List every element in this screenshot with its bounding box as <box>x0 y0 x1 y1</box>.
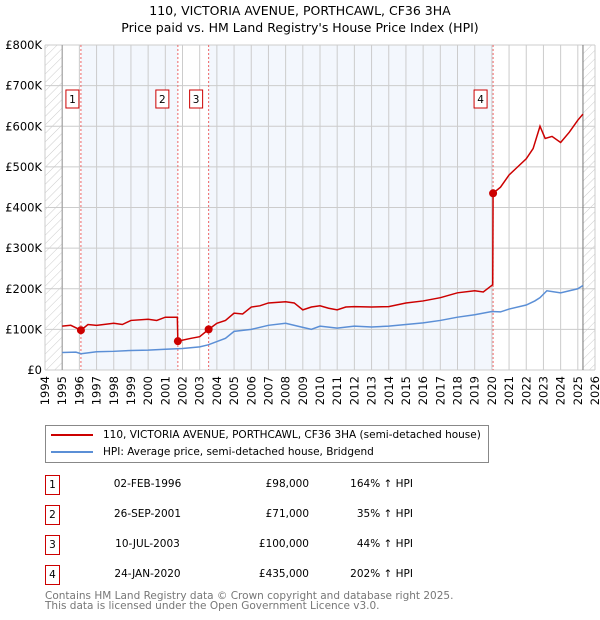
x-tick-label: 2010 <box>313 376 327 405</box>
x-tick-label: 2004 <box>210 376 224 405</box>
y-tick-label: £0 <box>27 363 42 377</box>
x-tick-label: 2009 <box>296 376 310 405</box>
sale-point <box>489 189 498 198</box>
footer-licence: This data is licensed under the Open Gov… <box>45 600 380 612</box>
x-tick-label: 1998 <box>107 376 121 405</box>
x-tick-label: 2021 <box>502 376 516 405</box>
y-tick-label: £700K <box>5 79 42 93</box>
hpi-line <box>62 284 584 355</box>
sale-num: 1 <box>45 475 60 495</box>
x-tick-label: 2003 <box>193 376 207 405</box>
annotation-label: 3 <box>193 94 200 106</box>
sale-hpi: 164% ↑ HPI <box>350 478 413 490</box>
sale-annotation-3: 3 <box>189 89 204 109</box>
legend-label: 110, VICTORIA AVENUE, PORTHCAWL, CF36 3H… <box>103 429 481 441</box>
sale-date: 26-SEP-2001 <box>113 508 182 520</box>
x-tick-label: 2001 <box>158 376 172 405</box>
chart-title: 110, VICTORIA AVENUE, PORTHCAWL, CF36 3H… <box>149 3 451 18</box>
x-tick-label: 2015 <box>399 376 413 405</box>
x-tick-label: 2017 <box>433 376 447 405</box>
footer-copyright: Contains HM Land Registry data © Crown c… <box>45 590 454 602</box>
x-tick-label: 1997 <box>90 376 104 405</box>
x-tick-label: 1995 <box>55 376 69 405</box>
y-tick-label: £200K <box>5 282 42 296</box>
price-chart: 1994 1995 1996 1997 1998 1999 2000 2001 2002 2003… <box>5 38 600 405</box>
x-tick-label: 2026 <box>588 376 600 405</box>
legend-swatch <box>51 434 93 436</box>
y-tick-label: £100K <box>5 322 42 336</box>
x-tick-label: 2013 <box>365 376 379 405</box>
x-tick-label: 2016 <box>416 376 430 405</box>
chart-subtitle: Price paid vs. HM Land Registry's House … <box>121 20 479 35</box>
annotation-label: 4 <box>477 94 484 106</box>
sale-price: £435,000 <box>258 568 309 580</box>
x-tick-label: 2002 <box>176 376 190 405</box>
sale-annotation-1: 1 <box>65 89 80 109</box>
annotation-box <box>473 89 488 109</box>
x-tick-label: 2005 <box>227 376 241 405</box>
sale-annotation-4: 4 <box>473 89 488 109</box>
sale-num: 2 <box>45 505 60 525</box>
y-tick-label: £300K <box>5 241 42 255</box>
sale-date: 02-FEB-1996 <box>113 478 182 490</box>
sale-date: 24-JAN-2020 <box>114 568 181 580</box>
sale-annotation-2: 2 <box>155 89 170 109</box>
y-tick-label: £500K <box>5 160 42 174</box>
x-tick-label: 1999 <box>124 376 138 405</box>
property-price-line <box>62 113 584 343</box>
sale-hpi: 35% ↑ HPI <box>356 508 413 520</box>
x-tick-label: 2000 <box>141 376 155 405</box>
annotation-box <box>189 89 204 109</box>
x-tick-label: 2011 <box>330 376 344 405</box>
legend-swatch <box>51 451 93 453</box>
sale-num: 3 <box>45 535 60 555</box>
sale-price: £71,000 <box>265 508 309 520</box>
x-tick-label: 2025 <box>571 376 585 405</box>
x-tick-label: 2012 <box>347 376 361 405</box>
x-tick-label: 2024 <box>554 376 568 405</box>
sale-date: 10-JUL-2003 <box>115 538 180 550</box>
sale-price: £98,000 <box>265 478 309 490</box>
sale-price: £100,000 <box>258 538 309 550</box>
sale-num: 4 <box>45 565 60 585</box>
sale-row: 2 26-SEP-2001 £71,000 35% ↑ HPI <box>45 505 445 525</box>
y-tick-label: £400K <box>5 201 42 215</box>
annotation-box <box>65 89 80 109</box>
legend: 110, VICTORIA AVENUE, PORTHCAWL, CF36 3H… <box>45 425 489 463</box>
legend-item-hpi: HPI: Average price, semi-detached house,… <box>51 444 374 460</box>
x-tick-label: 2022 <box>519 376 533 405</box>
x-tick-label: 2007 <box>261 376 275 405</box>
legend-item-property: 110, VICTORIA AVENUE, PORTHCAWL, CF36 3H… <box>51 427 481 443</box>
x-tick-label: 2006 <box>244 376 258 405</box>
x-tick-label: 2020 <box>485 376 499 405</box>
annotation-label: 1 <box>69 94 76 106</box>
sale-point <box>173 337 182 346</box>
x-tick-label: 2014 <box>382 376 396 405</box>
x-tick-label: 1996 <box>72 376 86 405</box>
y-tick-label: £800K <box>5 38 42 52</box>
annotation-box <box>155 89 170 109</box>
sale-row: 3 10-JUL-2003 £100,000 44% ↑ HPI <box>45 535 445 555</box>
x-tick-label: 2018 <box>451 376 465 405</box>
x-tick-label: 1994 <box>38 376 52 405</box>
x-tick-label: 2008 <box>279 376 293 405</box>
annotation-label: 2 <box>159 94 166 106</box>
sale-row: 1 02-FEB-1996 £98,000 164% ↑ HPI <box>45 475 445 495</box>
y-tick-label: £600K <box>5 119 42 133</box>
x-tick-label: 2023 <box>536 376 550 405</box>
sale-point <box>76 326 85 335</box>
sale-hpi: 44% ↑ HPI <box>356 538 413 550</box>
sale-row: 4 24-JAN-2020 £435,000 202% ↑ HPI <box>45 565 445 585</box>
sale-hpi: 202% ↑ HPI <box>350 568 413 580</box>
x-tick-label: 2019 <box>468 376 482 405</box>
legend-label: HPI: Average price, semi-detached house,… <box>103 446 374 458</box>
sale-point <box>204 325 213 334</box>
